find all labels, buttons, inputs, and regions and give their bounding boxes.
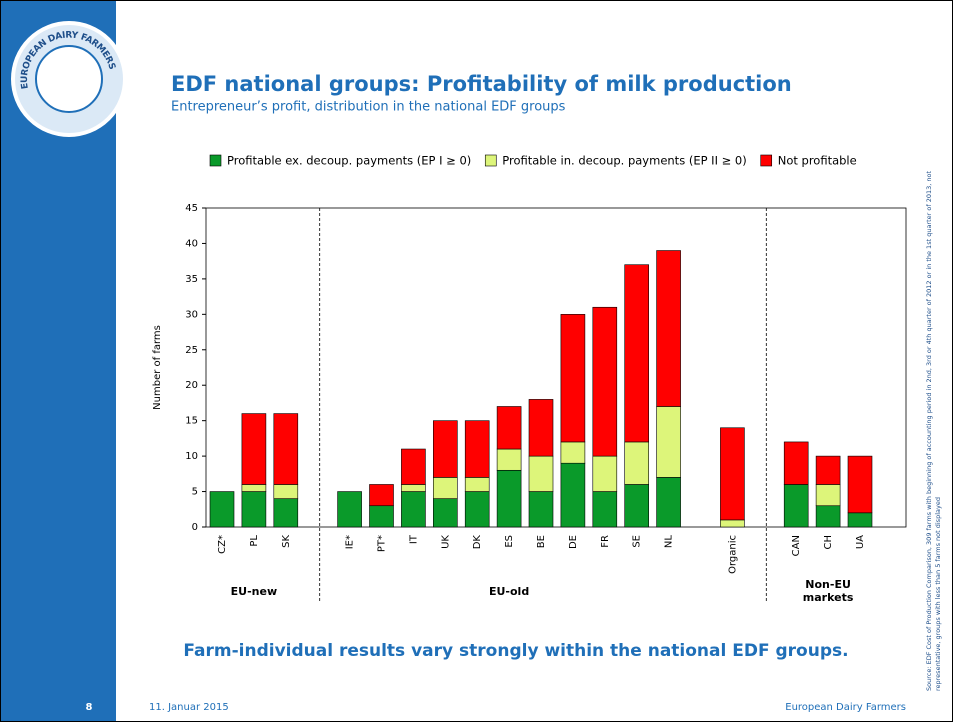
x-tick-label: PT* bbox=[377, 535, 388, 552]
y-axis-label: Number of farms bbox=[152, 325, 163, 410]
bar-segment bbox=[783, 441, 809, 485]
bar-segment bbox=[337, 491, 362, 528]
legend-label: Profitable in. decoup. payments (EP II ≥… bbox=[502, 154, 746, 168]
bar-segment bbox=[432, 420, 458, 478]
bar-segment bbox=[241, 413, 267, 485]
bar-segment bbox=[815, 505, 841, 528]
group-label: Non-EU markets bbox=[802, 578, 854, 604]
bar-segment bbox=[528, 399, 554, 457]
x-tick-label: CZ* bbox=[217, 535, 228, 554]
title: EDF national groups: Profitability of mi… bbox=[171, 72, 792, 96]
bar-segment bbox=[560, 314, 586, 443]
bar-segment bbox=[496, 469, 522, 528]
bar-segment bbox=[592, 306, 618, 457]
y-tick-label: 25 bbox=[185, 345, 198, 356]
y-tick-label: 5 bbox=[192, 487, 198, 498]
x-tick-label: UA bbox=[855, 535, 866, 549]
bar-segment bbox=[815, 484, 841, 507]
page-number: 8 bbox=[86, 702, 93, 713]
x-tick-label: DK bbox=[472, 535, 483, 550]
bar-segment bbox=[624, 264, 650, 443]
bar-segment bbox=[783, 484, 809, 528]
bar-segment bbox=[273, 498, 299, 528]
x-tick-label: SK bbox=[281, 535, 292, 548]
x-tick-label: BE bbox=[536, 535, 547, 548]
bar-segment bbox=[464, 477, 490, 492]
bar-segment bbox=[528, 455, 554, 492]
legend-label: Profitable ex. decoup. payments (EP I ≥ … bbox=[227, 154, 471, 168]
y-tick-label: 0 bbox=[192, 522, 198, 533]
x-tick-label: FR bbox=[600, 535, 611, 548]
bar-segment bbox=[720, 519, 745, 528]
bar-segment bbox=[241, 484, 267, 492]
x-tick-label: CAN bbox=[791, 535, 802, 556]
bar-segment bbox=[528, 491, 554, 528]
y-tick-label: 45 bbox=[185, 203, 198, 214]
bar-segment bbox=[273, 484, 299, 499]
subtitle: Entrepreneur’s profit, distribution in t… bbox=[171, 100, 566, 115]
bar-segment bbox=[496, 406, 522, 450]
bar-segment bbox=[209, 491, 235, 528]
bar-segment bbox=[496, 448, 522, 471]
organisation: European Dairy Farmers bbox=[785, 702, 906, 713]
bar-segment bbox=[656, 477, 681, 528]
x-tick-label: IE* bbox=[345, 535, 356, 549]
bar-segment bbox=[847, 512, 873, 528]
bar-segment bbox=[241, 491, 267, 528]
group-label: EU-new bbox=[230, 585, 278, 598]
bar-segment bbox=[624, 484, 650, 528]
y-tick-label: 35 bbox=[185, 274, 198, 285]
x-tick-label: PL bbox=[249, 535, 260, 547]
bar-segment bbox=[464, 491, 490, 528]
bar-segment bbox=[464, 420, 490, 478]
x-tick-label: DE bbox=[568, 535, 579, 549]
conclusion: Farm-individual results vary strongly wi… bbox=[183, 641, 848, 661]
date: 11. Januar 2015 bbox=[149, 702, 229, 713]
bar-segment bbox=[369, 484, 394, 507]
bar-segment bbox=[592, 491, 618, 528]
legend-swatch bbox=[209, 154, 222, 167]
bar-segment bbox=[656, 250, 681, 407]
x-tick-label: CH bbox=[823, 535, 834, 550]
bar-segment bbox=[592, 455, 618, 492]
x-tick-label: SE bbox=[632, 535, 643, 548]
bar-segment bbox=[432, 477, 458, 499]
bar-segment bbox=[720, 427, 745, 521]
bar-segment bbox=[560, 462, 586, 528]
x-tick-label: NL bbox=[664, 535, 675, 548]
logo-inner bbox=[35, 45, 103, 113]
bar-segment bbox=[273, 413, 299, 485]
bar-segment bbox=[815, 455, 841, 485]
bar-segment bbox=[432, 498, 458, 528]
y-tick-label: 15 bbox=[185, 416, 198, 427]
legend-swatch bbox=[484, 154, 497, 167]
x-tick-label: ES bbox=[504, 535, 515, 548]
bar-segment bbox=[401, 484, 426, 492]
y-tick-label: 10 bbox=[185, 451, 198, 462]
x-tick-label: Organic bbox=[727, 535, 738, 574]
legend-label: Not profitable bbox=[778, 154, 857, 168]
bar-segment bbox=[656, 406, 681, 478]
bar-segment bbox=[369, 505, 394, 528]
bar-segment bbox=[624, 441, 650, 485]
x-tick-label: UK bbox=[440, 535, 451, 549]
x-tick-label: IT bbox=[408, 534, 419, 544]
bar-segment bbox=[401, 491, 426, 528]
bar-segment bbox=[401, 448, 426, 485]
y-tick-label: 20 bbox=[185, 380, 198, 391]
group-label: EU-old bbox=[488, 585, 530, 598]
y-tick-label: 40 bbox=[185, 238, 198, 249]
source: Source: EDF Cost of Production Compariso… bbox=[925, 170, 942, 691]
legend-swatch bbox=[760, 154, 773, 167]
bar-segment bbox=[847, 455, 873, 514]
plot-frame bbox=[205, 207, 907, 528]
bar-segment bbox=[560, 441, 586, 464]
y-tick-label: 30 bbox=[185, 309, 198, 320]
